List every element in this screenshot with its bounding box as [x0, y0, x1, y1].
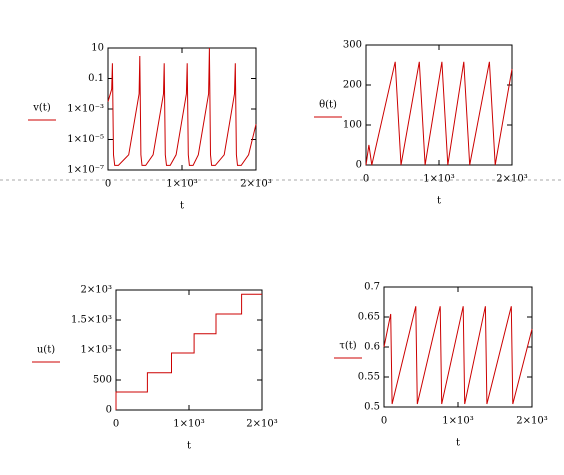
y-tick-label: 0.55: [358, 372, 380, 383]
y-tick-label: 0: [106, 405, 112, 416]
y-tick-label: 0.65: [358, 312, 380, 323]
y-axis-label: θ(t): [319, 100, 337, 111]
x-tick-label: 1×10³: [423, 174, 454, 185]
x-tick-label: 2×10³: [246, 419, 277, 430]
y-axis-label: v(t): [32, 103, 51, 114]
y-tick-label: 100: [343, 120, 362, 131]
y-tick-label: 0.6: [364, 342, 380, 353]
data-line: [115, 293, 262, 410]
y-tick-label: 500: [93, 375, 112, 386]
x-tick-label: 1×10³: [173, 419, 204, 430]
x-tick-label: 0: [363, 174, 369, 185]
data-line: [107, 47, 257, 166]
y-tick-label: 0: [356, 160, 362, 171]
x-tick-label: 2×10³: [240, 179, 271, 190]
y-tick-label: 0.5: [364, 402, 380, 413]
y-tick-label: 1.5×10³: [71, 315, 112, 326]
x-tick-label: 0: [381, 416, 387, 427]
x-tick-label: 0: [113, 419, 119, 430]
x-axis-label: t: [437, 196, 441, 207]
x-axis-label: t: [180, 201, 184, 212]
y-tick-label: 0.1: [88, 73, 104, 84]
y-axis-label: τ(t): [339, 341, 356, 352]
y-tick-label: 1×10³: [81, 345, 112, 356]
y-tick-label: 1×10⁻⁵: [67, 134, 104, 145]
y-tick-label: 1×10⁻⁷: [67, 165, 104, 176]
x-axis-label: t: [187, 441, 191, 452]
y-tick-label: 0.7: [364, 282, 380, 293]
y-tick-label: 1×10⁻³: [67, 104, 104, 115]
y-axis-label: u(t): [37, 345, 55, 356]
y-tick-label: 300: [343, 40, 362, 51]
y-tick-label: 10: [91, 43, 104, 54]
x-axis-label: t: [456, 438, 460, 449]
data-line: [383, 306, 533, 405]
y-tick-label: 2×10³: [81, 285, 112, 296]
x-tick-label: 2×10³: [496, 174, 527, 185]
x-tick-label: 1×10³: [166, 179, 197, 190]
x-tick-label: 0: [105, 179, 111, 190]
y-tick-label: 200: [343, 80, 362, 91]
data-line: [365, 61, 513, 166]
x-tick-label: 2×10³: [516, 416, 547, 427]
x-tick-label: 1×10³: [442, 416, 473, 427]
